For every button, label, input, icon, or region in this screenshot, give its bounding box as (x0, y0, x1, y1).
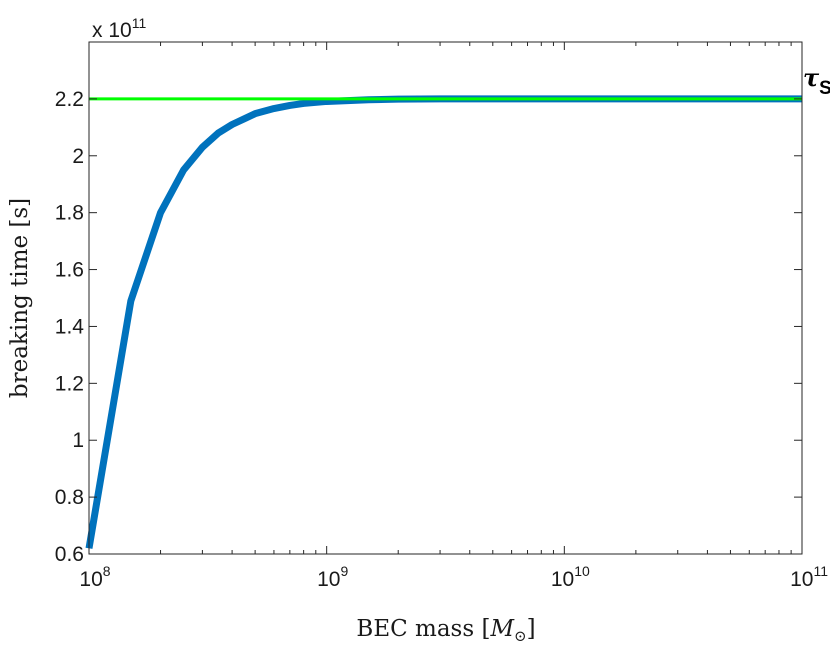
y-exponent-power: 11 (132, 15, 147, 31)
y-tick-label: 2 (72, 145, 84, 168)
x-axis-label-symbol: M (489, 616, 515, 642)
y-tick-label: 1.4 (55, 315, 85, 338)
y-exponent-label: x 1011 (92, 15, 146, 42)
axes-box (88, 41, 803, 555)
series-layer (85, 95, 802, 549)
y-axis: 0.6 0.8 1 1.2 1.4 1.6 1.8 2 2.2 (55, 88, 802, 566)
y-tick-label: 1 (72, 429, 84, 452)
x-axis-label: BEC mass [M⊙] (356, 616, 535, 645)
x-axis-label-subscript: ⊙ (514, 627, 527, 645)
tau-subscript: S (819, 78, 830, 99)
y-tick-label: 1.8 (55, 202, 84, 225)
y-tick-label: 2.2 (55, 88, 84, 111)
y-tick-label: 1.6 (55, 259, 84, 282)
tau-s-annotation: τS (803, 63, 830, 99)
y-tick-label: 0.6 (55, 543, 84, 566)
x-tick-label: 1011 (790, 563, 828, 591)
plot-area (89, 42, 802, 554)
tau-symbol: τ (803, 63, 820, 92)
x-tick-label: 108 (79, 563, 110, 591)
x-tick-label: 109 (317, 563, 348, 591)
x-axis: 108 109 1010 1011 (79, 42, 828, 591)
y-tick-label: 0.8 (55, 486, 84, 509)
x-axis-label-close: ] (527, 616, 536, 642)
x-tick-label: 1010 (551, 563, 590, 591)
y-tick-label: 1.2 (55, 372, 84, 395)
y-axis-label: breaking time [s] (7, 198, 33, 398)
